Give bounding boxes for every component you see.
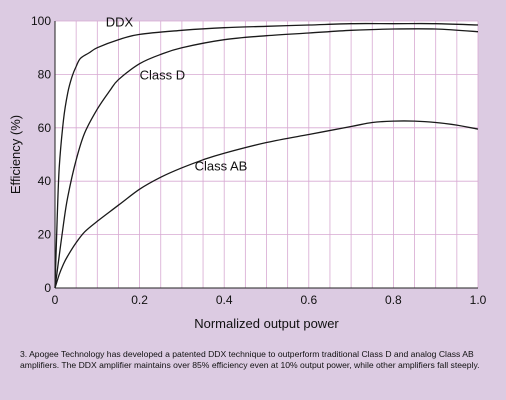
x-axis-label: Normalized output power: [194, 316, 339, 331]
y-tick-label: 80: [38, 67, 52, 81]
tick-labels: 0 0.2 0.4 0.6 0.8 1.0 0 20 40 60 80 100: [31, 14, 487, 307]
y-tick-label: 60: [38, 121, 52, 135]
series-line-class-ab: [54, 120, 479, 289]
y-tick-label: 20: [38, 228, 52, 242]
efficiency-chart: 0 0.2 0.4 0.6 0.8 1.0 0 20 40 60 80 100 Normalized …: [8, 14, 487, 331]
figure-caption: 3. Apogee Technology has developed a pat…: [20, 349, 480, 370]
y-tick-label: 100: [31, 14, 51, 28]
series-line-class-d: [54, 28, 479, 289]
grid-lines: [55, 20, 479, 288]
x-tick-label: 0.8: [385, 293, 402, 307]
y-tick-label: 0: [44, 281, 51, 295]
y-axis-label: Efficiency (%): [8, 115, 23, 194]
series-labels: DDX Class D Class AB: [106, 14, 248, 173]
series-lines: [54, 22, 479, 289]
x-tick-label: 0.2: [131, 293, 148, 307]
series-label-class-d: Class D: [140, 68, 186, 83]
x-tick-label: 0.6: [300, 293, 317, 307]
x-tick-label: 1.0: [470, 293, 487, 307]
x-tick-label: 0.4: [216, 293, 233, 307]
series-label-class-ab: Class AB: [195, 159, 248, 174]
series-label-ddx: DDX: [106, 14, 134, 29]
axes: [54, 21, 478, 289]
y-tick-label: 40: [38, 174, 52, 188]
series-line-ddx: [54, 22, 479, 289]
x-tick-label: 0: [52, 293, 59, 307]
